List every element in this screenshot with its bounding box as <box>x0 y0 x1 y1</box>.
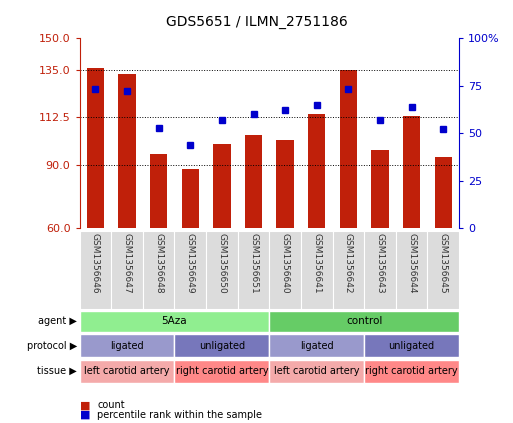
Bar <box>150 154 167 228</box>
Bar <box>301 231 332 309</box>
Bar <box>238 231 269 309</box>
Text: GSM1356644: GSM1356644 <box>407 233 416 294</box>
Text: GSM1356649: GSM1356649 <box>186 233 195 294</box>
Bar <box>80 311 269 332</box>
Text: GSM1356643: GSM1356643 <box>376 233 385 294</box>
Bar <box>245 135 262 228</box>
Bar <box>174 360 269 383</box>
Text: GSM1356640: GSM1356640 <box>281 233 290 294</box>
Text: GSM1356642: GSM1356642 <box>344 233 353 294</box>
Bar <box>364 231 396 309</box>
Text: ligated: ligated <box>110 341 144 351</box>
Bar <box>403 116 420 228</box>
Text: right carotid artery: right carotid artery <box>365 366 458 376</box>
Text: ligated: ligated <box>300 341 333 351</box>
Text: agent ▶: agent ▶ <box>38 316 77 327</box>
Text: GSM1356641: GSM1356641 <box>312 233 321 294</box>
Bar <box>174 231 206 309</box>
Bar <box>340 70 357 228</box>
Bar <box>371 150 389 228</box>
Bar <box>269 311 459 332</box>
Text: left carotid artery: left carotid artery <box>84 366 170 376</box>
Bar <box>80 334 174 357</box>
Bar <box>182 169 199 228</box>
Text: right carotid artery: right carotid artery <box>175 366 268 376</box>
Text: ■: ■ <box>80 409 90 420</box>
Bar <box>277 140 294 228</box>
Bar <box>364 360 459 383</box>
Text: GSM1356647: GSM1356647 <box>123 233 131 294</box>
Text: unligated: unligated <box>199 341 245 351</box>
Text: GSM1356651: GSM1356651 <box>249 233 258 294</box>
Text: GSM1356650: GSM1356650 <box>218 233 226 294</box>
Bar <box>269 334 364 357</box>
Bar <box>143 231 174 309</box>
Text: GSM1356646: GSM1356646 <box>91 233 100 294</box>
Bar <box>269 360 364 383</box>
Bar <box>80 231 111 309</box>
Bar <box>332 231 364 309</box>
Text: percentile rank within the sample: percentile rank within the sample <box>97 409 263 420</box>
Text: ■: ■ <box>80 400 90 410</box>
Text: GDS5651 / ILMN_2751186: GDS5651 / ILMN_2751186 <box>166 15 347 29</box>
Bar <box>396 231 427 309</box>
Text: tissue ▶: tissue ▶ <box>37 366 77 376</box>
Bar <box>435 157 452 228</box>
Bar <box>427 231 459 309</box>
Bar <box>206 231 238 309</box>
Bar <box>174 334 269 357</box>
Bar <box>111 231 143 309</box>
Bar <box>364 334 459 357</box>
Bar <box>213 144 230 228</box>
Bar <box>87 68 104 228</box>
Bar <box>308 114 325 228</box>
Bar <box>269 231 301 309</box>
Text: GSM1356648: GSM1356648 <box>154 233 163 294</box>
Text: GSM1356645: GSM1356645 <box>439 233 448 294</box>
Text: control: control <box>346 316 382 327</box>
Bar <box>119 74 135 228</box>
Text: count: count <box>97 400 125 410</box>
Text: protocol ▶: protocol ▶ <box>27 341 77 351</box>
Text: unligated: unligated <box>389 341 435 351</box>
Bar <box>80 360 174 383</box>
Text: 5Aza: 5Aza <box>162 316 187 327</box>
Text: left carotid artery: left carotid artery <box>274 366 360 376</box>
